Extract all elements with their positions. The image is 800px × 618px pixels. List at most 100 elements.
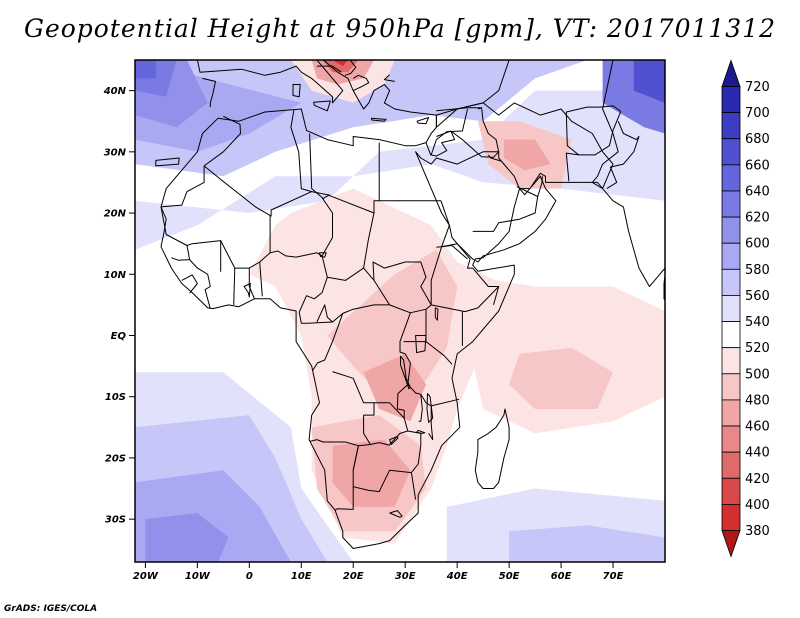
colorbar-swatch [721,347,741,375]
country-border-32 [428,405,434,441]
country-border-56 [316,65,342,73]
lake-2 [426,393,434,423]
country-border-27 [312,313,344,371]
country-border-9 [181,274,198,294]
colorbar-label: 540 [745,315,770,330]
colorbar-label: 580 [745,263,770,278]
colorbar-top-triangle [721,59,741,87]
country-border-52 [606,121,640,190]
country-border-17 [363,212,375,269]
lake-7 [243,283,251,298]
colorbar-label: 500 [745,367,770,382]
colorbar-label: 640 [745,184,770,199]
coastline-india [591,60,665,287]
contour-region-18 [327,249,458,409]
colorbar-label: 720 [745,80,770,95]
lon-tick-label: 30E [395,571,416,582]
colorbar-label: 660 [745,158,770,173]
colorbar-swatch [721,425,741,453]
lon-tick-label: 20W [133,571,159,582]
lon-tick-label: 20E [343,571,364,582]
lon-tick-label: 50E [499,571,520,582]
grads-credit: GrADS: IGES/COLA [4,604,98,614]
colorbar-label: 480 [745,393,770,408]
lat-tick-label: 10N [104,270,127,281]
colorbar-label: 620 [745,211,770,226]
colorbar-label: 680 [745,132,770,147]
country-border-19 [430,200,500,313]
colorbar-label: 400 [745,498,770,513]
colorbar-swatch [721,503,741,531]
colorbar-swatch [721,399,741,427]
island-crete [370,117,387,122]
country-border-12 [248,268,255,299]
country-border-43 [450,130,500,158]
country-border-36 [309,439,359,471]
country-border-41 [430,108,468,156]
colorbar-bottom-triangle [721,530,741,558]
country-border-18 [372,261,432,306]
contour-region-21 [363,353,426,422]
country-border-31 [418,394,423,422]
colorbar-swatch [721,242,741,270]
colorbar-swatch [721,86,741,114]
colorbar-label: 600 [745,237,770,252]
country-border-48 [481,107,500,152]
country-border-11 [233,268,236,305]
country-border-2 [203,115,241,167]
colorbar-label: 440 [745,446,770,461]
country-border-22 [389,304,432,314]
colorbar-swatch [721,164,741,192]
colorbar-swatch [721,216,741,244]
country-border-20 [441,243,500,306]
contour-region-12 [135,60,156,79]
country-border-3 [290,109,312,193]
lat-tick-label: 40N [103,86,127,97]
island-madagascar [474,408,510,489]
country-border-13 [259,261,263,297]
lon-tick-label: 40E [446,571,468,582]
country-border-16 [316,267,391,323]
lon-tick-label: 10W [185,571,211,582]
country-border-7 [171,245,191,261]
country-border-55 [344,60,357,76]
contour-region-4 [145,513,229,562]
colorbar-label: 520 [745,341,770,356]
lat-tick-label: 30N [104,147,127,158]
country-border-26 [307,321,333,324]
colorbar-label: 460 [745,420,770,435]
colorbar: 720 700 680 660 640 620 600 580 560 540 520 500 480 4… [721,59,770,558]
lat-tick-label: 30S [105,515,126,526]
country-border-44 [487,154,501,162]
lake-3 [434,307,439,321]
country-border-54 [352,74,370,92]
island-cyprus [416,117,430,125]
lon-tick-label: 10E [291,571,312,582]
colorbar-swatch [721,295,741,322]
colorbar-label: 700 [745,106,770,121]
lon-tick-label: 70E [603,571,624,582]
country-border-46 [537,176,543,197]
island-sicily [313,100,331,112]
country-border-29 [374,312,411,419]
lake-0 [415,335,427,354]
coastline-border-layer [155,60,665,549]
country-border-51 [578,111,622,156]
colorbar-swatch [721,477,741,505]
country-border-40 [425,142,432,156]
country-border-6 [160,206,222,272]
colorbar-swatch [721,190,741,218]
country-border-47 [436,107,483,112]
contour-region-17 [509,347,613,409]
contour-region-14 [633,60,665,103]
country-border-10 [220,240,328,324]
map-frame [134,59,666,563]
country-border-28 [332,371,380,445]
chart-title: Geopotential Height at 950hPa [gpm], VT:… [23,14,777,43]
lake-5 [389,436,399,445]
colorbar-label: 420 [745,472,770,487]
country-border-25 [403,341,453,365]
colorbar-label: 560 [745,289,770,304]
lat-tick-label: EQ [111,331,127,342]
